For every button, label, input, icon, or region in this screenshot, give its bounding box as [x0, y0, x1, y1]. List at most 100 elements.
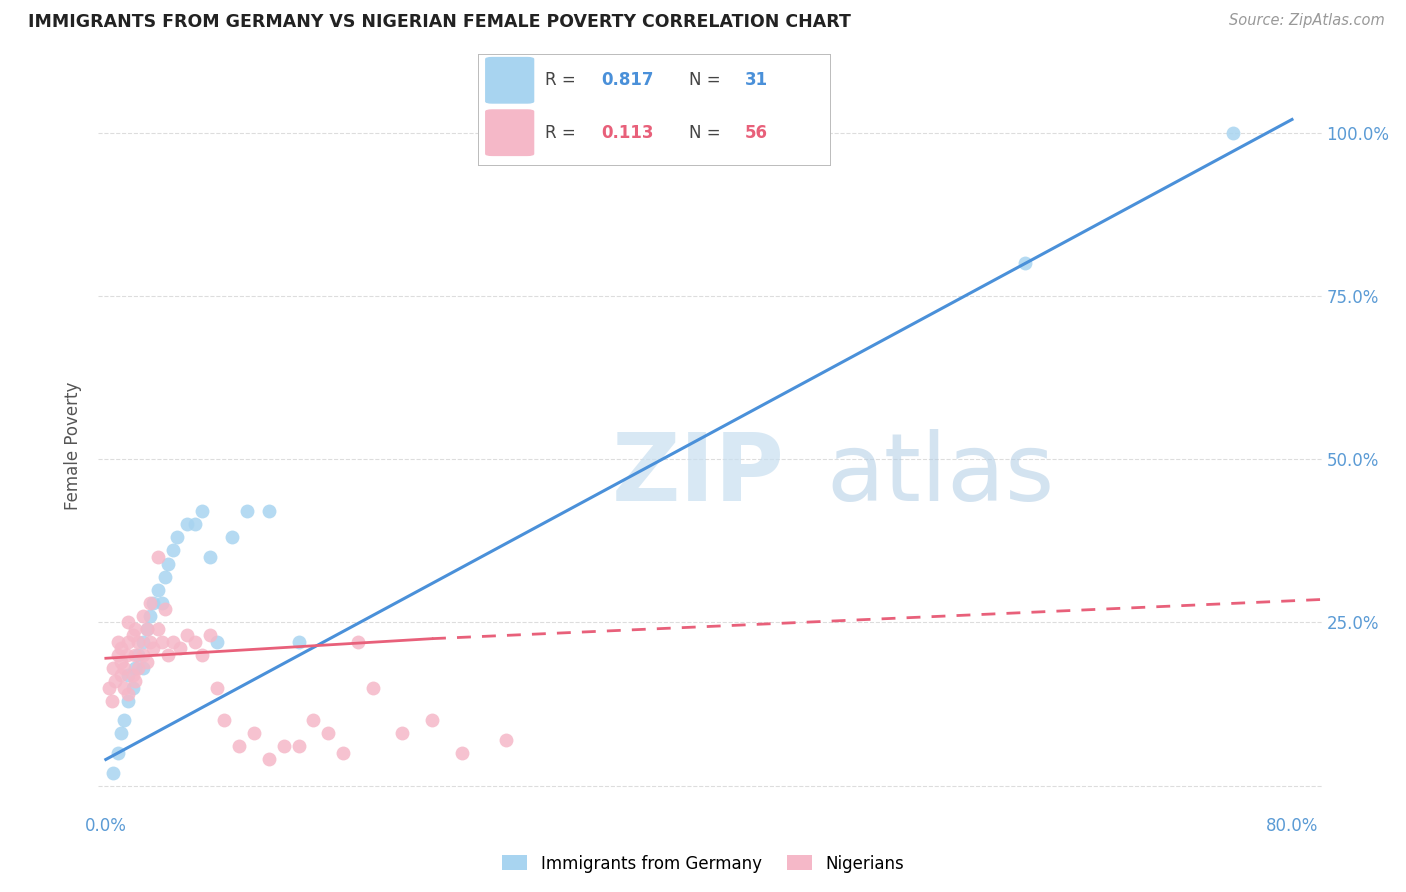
Point [107, 746, 129, 760]
Point [169, 641, 191, 656]
Text: ZIP: ZIP [612, 429, 785, 521]
Point [184, 517, 207, 532]
Point [142, 641, 165, 656]
Text: 0.113: 0.113 [602, 124, 654, 142]
Point [162, 543, 184, 558]
Point [157, 648, 180, 662]
Point [273, 739, 295, 754]
Point [136, 622, 159, 636]
Point [132, 608, 155, 623]
Point [214, 714, 236, 728]
Point [150, 635, 173, 649]
Legend: Immigrants from Germany, Nigerians: Immigrants from Germany, Nigerians [496, 848, 910, 880]
Point [257, 752, 280, 766]
Point [117, 615, 139, 630]
Point [132, 648, 155, 662]
Point [205, 635, 228, 649]
Point [142, 596, 165, 610]
Point [121, 681, 143, 695]
Point [117, 694, 139, 708]
Point [107, 648, 129, 662]
Point [124, 648, 146, 662]
Point [184, 635, 207, 649]
Point [205, 681, 228, 695]
Point [287, 739, 309, 754]
Point [115, 648, 138, 662]
Point [162, 635, 184, 649]
FancyBboxPatch shape [485, 110, 534, 156]
Point [136, 655, 159, 669]
Point [97, 681, 120, 695]
Point [110, 655, 132, 669]
Y-axis label: Female Poverty: Female Poverty [65, 382, 83, 510]
Point [132, 661, 155, 675]
Point [198, 549, 221, 564]
Point [139, 596, 162, 610]
Point [243, 726, 266, 740]
Point [176, 517, 198, 532]
Point [257, 504, 280, 518]
Point [104, 674, 127, 689]
Point [157, 557, 180, 571]
Point [495, 732, 517, 747]
Point [191, 504, 214, 518]
Point [117, 687, 139, 701]
Point [361, 681, 384, 695]
Point [166, 530, 188, 544]
Point [146, 582, 169, 597]
Text: 0.817: 0.817 [602, 71, 654, 89]
Point [117, 635, 139, 649]
Point [139, 635, 162, 649]
Point [110, 726, 132, 740]
Text: atlas: atlas [827, 429, 1054, 521]
Point [127, 635, 149, 649]
Point [146, 549, 169, 564]
Point [103, 765, 125, 780]
Point [117, 667, 139, 681]
Point [198, 628, 221, 642]
Point [103, 661, 125, 675]
Point [347, 635, 370, 649]
Point [332, 746, 354, 760]
Text: 56: 56 [745, 124, 768, 142]
Point [302, 714, 325, 728]
Point [110, 667, 132, 681]
Text: 31: 31 [745, 71, 768, 89]
Point [127, 648, 149, 662]
Point [112, 681, 135, 695]
Point [191, 648, 214, 662]
Point [124, 661, 146, 675]
Point [391, 726, 413, 740]
Text: IMMIGRANTS FROM GERMANY VS NIGERIAN FEMALE POVERTY CORRELATION CHART: IMMIGRANTS FROM GERMANY VS NIGERIAN FEMA… [28, 13, 851, 31]
Point [110, 641, 132, 656]
Text: N =: N = [689, 71, 725, 89]
Point [235, 504, 257, 518]
Point [127, 661, 149, 675]
Text: R =: R = [546, 71, 581, 89]
Point [107, 635, 129, 649]
FancyBboxPatch shape [485, 57, 534, 103]
Text: N =: N = [689, 124, 725, 142]
Point [287, 635, 309, 649]
Point [221, 530, 243, 544]
Point [132, 635, 155, 649]
Point [136, 622, 159, 636]
Point [112, 661, 135, 675]
Text: Source: ZipAtlas.com: Source: ZipAtlas.com [1229, 13, 1385, 29]
Point [1014, 256, 1036, 270]
Point [153, 602, 176, 616]
Point [228, 739, 250, 754]
Point [124, 674, 146, 689]
Point [121, 628, 143, 642]
Point [176, 628, 198, 642]
Point [316, 726, 339, 740]
Point [450, 746, 472, 760]
Point [420, 714, 443, 728]
Point [139, 608, 162, 623]
Point [1222, 126, 1244, 140]
Point [100, 694, 122, 708]
Point [124, 622, 146, 636]
Point [150, 596, 173, 610]
Point [121, 667, 143, 681]
Point [146, 622, 169, 636]
